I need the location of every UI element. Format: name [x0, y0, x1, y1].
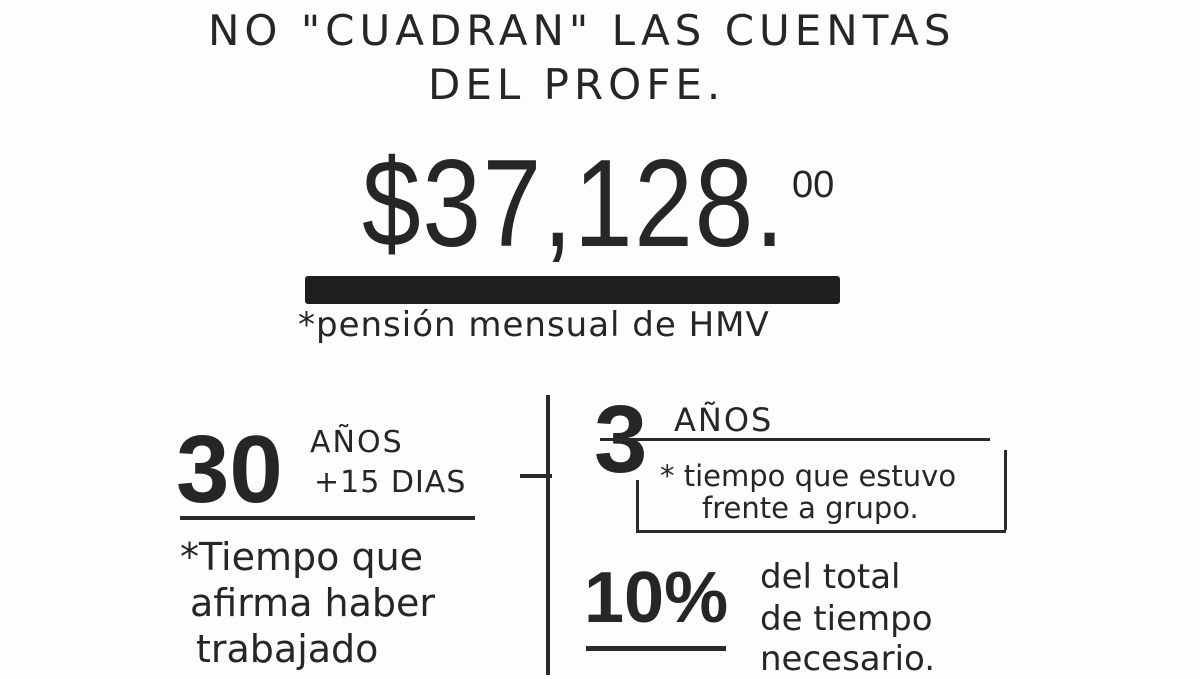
vertical-divider — [546, 395, 550, 675]
claimed-years-number: 30 — [176, 416, 283, 523]
percent-value: 10% — [584, 558, 729, 638]
claimed-underline — [180, 516, 475, 520]
bracket-bottom — [636, 530, 1006, 533]
bracket-left — [636, 480, 639, 532]
actual-note-line-2: frente a grupo. — [702, 491, 919, 525]
pension-caption: *pensión mensual de HMV — [298, 305, 770, 345]
title-line-1: NO "CUADRAN" LAS CUENTAS — [208, 6, 956, 55]
percent-underline — [586, 646, 726, 651]
claimed-note-line-2: afirma haber — [190, 581, 436, 625]
actual-years-unit: AÑOS — [674, 401, 774, 439]
amount-underline-bar — [305, 276, 840, 304]
claimed-years-unit: AÑOS — [310, 425, 404, 460]
claimed-extra-days: +15 DIAS — [314, 465, 467, 500]
title-line-2: DEL PROFE. — [428, 60, 726, 109]
claimed-note-line-3: trabajado — [196, 627, 379, 671]
percent-note-line-3: necesario. — [760, 639, 936, 679]
actual-note-line-1: * tiempo que estuvo — [660, 459, 957, 493]
percent-note-line-1: del total — [760, 557, 901, 597]
actual-underline — [600, 438, 990, 441]
bracket-right — [1004, 450, 1007, 530]
pension-cents: 00 — [792, 164, 835, 206]
pension-amount: $37,128. — [362, 135, 786, 273]
claimed-note-line-1: *Tiempo que — [180, 535, 424, 579]
percent-note-line-2: de tiempo — [760, 599, 933, 639]
divider-tick — [520, 474, 552, 478]
